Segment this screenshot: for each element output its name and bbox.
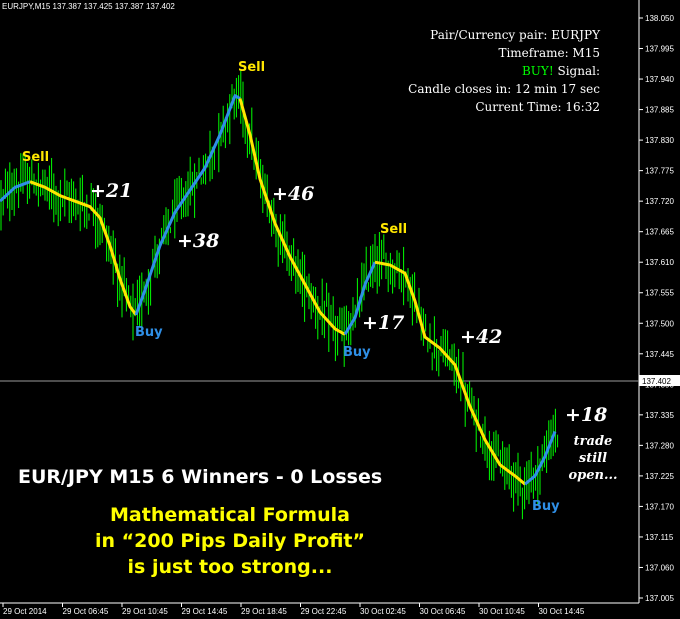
pips-label-6: +18: [565, 404, 608, 426]
signal-label: Signal:: [553, 64, 600, 78]
info-current-time: Current Time: 16:32: [475, 100, 600, 114]
time-label: 30 Oct 02:45: [360, 607, 406, 616]
pips-label-5: +42: [460, 326, 503, 348]
price-label: 137.280: [645, 441, 674, 450]
chart-title: EURJPY,M15 137.387 137.425 137.387 137.4…: [2, 2, 175, 11]
open-note-line-2: still: [578, 451, 608, 466]
trend-segment-down: [238, 98, 346, 336]
price-label: 137.995: [645, 45, 674, 54]
current-price-box: [639, 375, 680, 386]
trend-segment-down: [374, 260, 526, 486]
time-label: 30 Oct 14:45: [539, 607, 585, 616]
trend-line-layer: [0, 94, 557, 486]
price-label: 137.555: [645, 289, 674, 298]
signal-value: BUY!: [521, 64, 554, 78]
info-panel: Pair/Currency pair: EURJPY Timeframe: M1…: [408, 26, 600, 116]
price-label: 137.170: [645, 502, 674, 511]
info-candle-close: Candle closes in: 12 min 17 sec: [408, 82, 600, 96]
trend-segment-up: [343, 261, 377, 336]
info-pair: Pair/Currency pair: EURJPY: [430, 28, 600, 42]
time-label: 29 Oct 18:45: [241, 607, 287, 616]
time-label: 29 Oct 10:45: [122, 607, 168, 616]
price-label: 137.720: [645, 197, 674, 206]
time-axis: 29 Oct 2014 29 Oct 06:45 29 Oct 10:45 29 Oc…: [2, 603, 585, 616]
time-label: 30 Oct 10:45: [479, 607, 525, 616]
trade-open-note: trade still open...: [563, 433, 623, 484]
buy-signal-3: Buy: [532, 499, 560, 514]
open-note-line-3: open...: [568, 468, 618, 483]
buy-signal-2: Buy: [343, 345, 371, 360]
price-label: 137.775: [645, 167, 674, 176]
trend-segment-up: [134, 94, 241, 316]
price-label: 137.830: [645, 136, 674, 145]
price-label: 137.115: [645, 533, 674, 542]
current-price-label: 137.402: [642, 377, 671, 386]
buy-signal-1: Buy: [135, 325, 163, 340]
info-timeframe: Timeframe: M15: [498, 46, 600, 60]
pips-label-1: +21: [90, 180, 133, 202]
subheadline-line-3: is just too strong...: [127, 556, 333, 578]
pips-label-4: +17: [362, 312, 405, 334]
headline: EUR/JPY M15 6 Winners - 0 Losses: [18, 466, 383, 488]
price-label: 137.940: [645, 75, 674, 84]
sell-signal-2: Sell: [238, 60, 266, 75]
open-note-line-1: trade: [573, 434, 613, 449]
price-label: 138.050: [645, 14, 674, 23]
price-label: 137.610: [645, 258, 674, 267]
price-label: 137.885: [645, 106, 674, 115]
price-label: 137.225: [645, 472, 674, 481]
trend-segment-up: [0, 180, 31, 203]
price-label: 137.665: [645, 228, 674, 237]
pips-label-3: +46: [272, 183, 315, 205]
time-label: 29 Oct 22:45: [301, 607, 347, 616]
time-label: 29 Oct 14:45: [182, 607, 228, 616]
sell-signal-1: Sell: [22, 150, 50, 165]
subheadline-line-2: in “200 Pips Daily Profit”: [95, 530, 365, 552]
price-label: 137.445: [645, 350, 674, 359]
price-label: 137.335: [645, 411, 674, 420]
pips-label-2: +38: [177, 230, 220, 252]
price-label: 137.005: [645, 594, 674, 603]
subheadline-line-1: Mathematical Formula: [110, 504, 350, 526]
trend-segment-up: [524, 430, 557, 486]
trend-segment-down: [29, 180, 138, 316]
sell-signal-3: Sell: [380, 222, 408, 237]
time-label: 30 Oct 06:45: [420, 607, 466, 616]
price-label: 137.500: [645, 319, 674, 328]
time-label: 29 Oct 2014: [3, 607, 47, 616]
info-signal: BUY! Signal:: [408, 62, 600, 80]
time-label: 29 Oct 06:45: [63, 607, 109, 616]
price-label: 137.060: [645, 563, 674, 572]
